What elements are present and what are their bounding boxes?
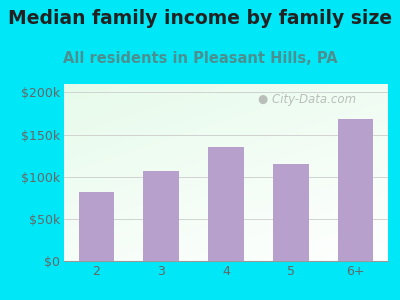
Text: All residents in Pleasant Hills, PA: All residents in Pleasant Hills, PA <box>63 51 337 66</box>
Text: Median family income by family size: Median family income by family size <box>8 9 392 28</box>
Bar <box>338 119 374 261</box>
Bar <box>273 164 309 261</box>
Bar <box>143 171 179 261</box>
Bar <box>208 147 244 261</box>
Bar <box>78 192 114 261</box>
Text: ● City-Data.com: ● City-Data.com <box>258 93 356 106</box>
